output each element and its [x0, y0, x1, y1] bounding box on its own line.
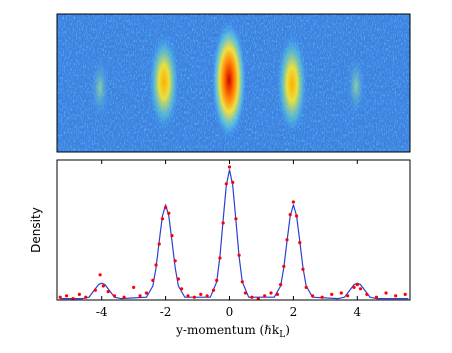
- data-point: [64, 294, 69, 298]
- data-point: [374, 295, 379, 299]
- data-point: [339, 291, 343, 295]
- data-point: [160, 217, 165, 221]
- data-point: [355, 283, 359, 287]
- data-point: [250, 295, 254, 299]
- data-point: [279, 283, 283, 287]
- data-point: [154, 263, 158, 267]
- x-tick-label: 2: [290, 305, 298, 319]
- data-point: [106, 290, 110, 294]
- data-point: [352, 285, 356, 289]
- x-tick-label: 0: [226, 305, 234, 319]
- data-point: [365, 292, 369, 296]
- data-point: [173, 259, 177, 263]
- x-axis-label-sub: L: [279, 330, 285, 340]
- data-point: [71, 297, 75, 301]
- data-point: [211, 288, 216, 292]
- x-axis-label-main: y-momentum (ℏk: [175, 323, 280, 337]
- data-point: [58, 295, 62, 299]
- data-point: [224, 182, 228, 186]
- x-tick-label: -2: [160, 305, 172, 319]
- data-point: [227, 165, 232, 169]
- data-point: [291, 200, 295, 204]
- data-point: [167, 211, 171, 215]
- x-axis-label: y-momentum (ℏkL): [175, 323, 290, 340]
- data-point: [358, 287, 363, 291]
- fit-line: [60, 169, 409, 300]
- plot-area: -4 -2 0 2 4: [58, 160, 409, 319]
- plot-frame: [56, 159, 411, 301]
- data-point: [394, 294, 398, 298]
- data-point: [101, 284, 105, 288]
- data-point: [310, 294, 315, 298]
- y-axis-label: Density: [29, 207, 43, 253]
- data-point: [151, 278, 155, 282]
- absorption-image: [57, 14, 410, 152]
- data-point: [282, 264, 286, 268]
- data-point: [234, 217, 238, 221]
- x-axis-label-close: ): [285, 323, 290, 337]
- image-frame: [56, 13, 411, 153]
- data-point: [199, 292, 203, 296]
- data-point: [218, 256, 222, 260]
- data-point: [170, 234, 174, 238]
- data-point: [320, 295, 324, 299]
- data-point: [269, 291, 273, 295]
- data-point: [304, 285, 308, 289]
- data-point: [243, 291, 248, 295]
- data-point: [179, 287, 184, 291]
- data-point: [298, 241, 302, 245]
- data-point: [288, 213, 292, 217]
- data-point: [330, 292, 334, 296]
- data-point: [294, 214, 299, 218]
- data-point: [275, 292, 280, 296]
- data-point: [186, 294, 190, 298]
- data-point: [221, 221, 225, 225]
- x-tick-label: 4: [353, 305, 361, 319]
- data-point: [164, 206, 168, 210]
- data-point: [132, 285, 136, 289]
- data-point: [231, 180, 235, 184]
- data-point: [138, 294, 142, 298]
- data-point: [93, 288, 97, 292]
- x-tick-label: -4: [96, 305, 108, 319]
- data-point: [285, 238, 289, 242]
- data-point: [346, 294, 350, 298]
- data-point: [192, 295, 196, 299]
- data-point: [176, 277, 180, 281]
- data-point: [84, 295, 88, 299]
- data-point: [98, 273, 102, 277]
- data-point: [122, 295, 126, 299]
- data-point: [301, 267, 305, 271]
- data-point: [215, 278, 219, 282]
- data-point: [77, 292, 81, 296]
- data-point: [263, 294, 267, 298]
- data-point: [144, 291, 149, 295]
- data-point: [112, 294, 117, 298]
- data-point: [205, 294, 209, 298]
- data-point: [240, 280, 244, 284]
- data-point: [403, 292, 407, 296]
- data-point: [256, 297, 260, 301]
- data-point: [384, 291, 388, 295]
- data-point: [237, 253, 241, 257]
- data-point: [157, 242, 161, 246]
